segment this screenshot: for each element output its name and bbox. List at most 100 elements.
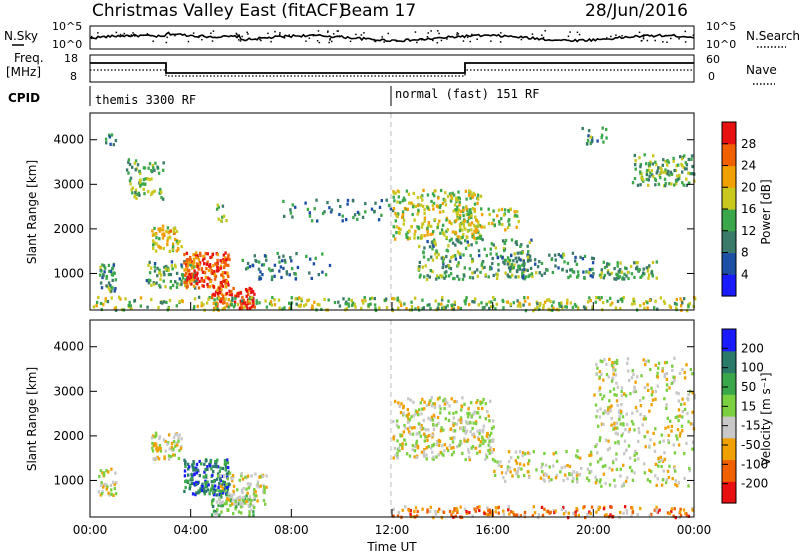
data-cell [163,457,166,461]
data-cell [399,301,402,305]
data-cell [196,468,199,472]
data-cell [205,266,208,271]
data-cell [219,484,223,488]
nsearch-dot [146,33,149,35]
data-cell [394,237,397,241]
data-cell [101,263,104,267]
data-cell [256,480,260,484]
data-cell [236,488,239,492]
data-cell [482,441,485,446]
data-cell [522,273,525,278]
data-cell [492,209,495,213]
data-cell [674,516,677,520]
data-cell [684,161,687,165]
data-cell [453,429,457,433]
data-cell [440,298,444,302]
data-cell [658,460,661,464]
data-cell [615,358,619,363]
data-cell [219,466,222,470]
data-cell [661,369,664,373]
data-cell [226,257,229,261]
data-cell [530,272,534,276]
data-cell [626,270,630,274]
data-cell [310,276,313,280]
data-cell [178,240,181,244]
data-cell [156,266,159,270]
data-cell [215,500,219,504]
data-cell [634,380,637,384]
data-cell [166,239,169,243]
data-cell [643,462,646,466]
data-cell [473,270,476,274]
data-cell [213,298,216,302]
freq-strip: Freq. [MHz] 18 8 60 0 Nave [6,51,777,85]
nsearch-dot [386,40,388,42]
data-cell [488,451,491,455]
data-cell [235,504,238,509]
data-cell [273,298,276,302]
data-cell [657,464,660,468]
data-cell [439,188,443,193]
data-cell [241,301,245,305]
data-cell [553,253,557,257]
data-cell [222,297,225,301]
data-cell [194,468,197,472]
nsearch-dot [236,33,238,36]
data-cell [198,474,201,478]
data-cell [617,269,620,273]
data-cell [203,256,206,261]
nsearch-dot [235,32,238,35]
nsearch-dot [239,40,242,42]
data-cell [614,373,618,377]
data-cell [656,307,659,311]
data-cell [526,470,530,474]
data-cell [218,287,221,291]
data-cell [533,511,537,515]
data-cell [279,265,283,269]
data-cell [554,509,557,513]
data-cell [112,493,115,497]
data-cell [345,302,349,306]
data-cell [496,214,499,218]
data-cell [283,214,286,218]
data-cell [184,462,187,466]
data-cell [554,258,557,262]
data-cell [193,260,196,264]
data-cell [611,376,614,380]
data-cell [506,300,510,304]
data-cell [437,302,440,306]
data-cell [397,401,400,405]
data-cell [195,462,199,466]
data-cell [192,262,195,266]
data-cell [460,408,463,412]
data-cell [103,482,107,486]
data-cell [152,246,155,251]
data-cell [594,300,597,304]
data-cell [452,446,455,450]
data-cell [308,214,312,218]
data-cell [190,264,193,268]
data-cell [593,393,596,397]
data-cell [482,424,485,428]
data-cell [484,439,487,443]
data-cell [519,514,523,518]
data-cell [630,302,634,306]
data-cell [333,300,337,305]
data-cell [691,372,694,376]
data-cell [539,301,542,305]
data-cell [654,299,657,303]
data-cell [429,269,432,273]
data-cell [546,509,550,513]
data-cell [640,274,644,278]
data-cell [583,254,587,258]
data-cell [155,236,158,240]
data-cell [473,202,477,206]
data-cell [216,474,220,478]
data-cell [502,247,505,251]
nsearch-dot [426,36,429,38]
data-cell [281,307,284,311]
data-cell [193,271,197,275]
data-cell [470,243,473,247]
data-cell [168,298,172,302]
